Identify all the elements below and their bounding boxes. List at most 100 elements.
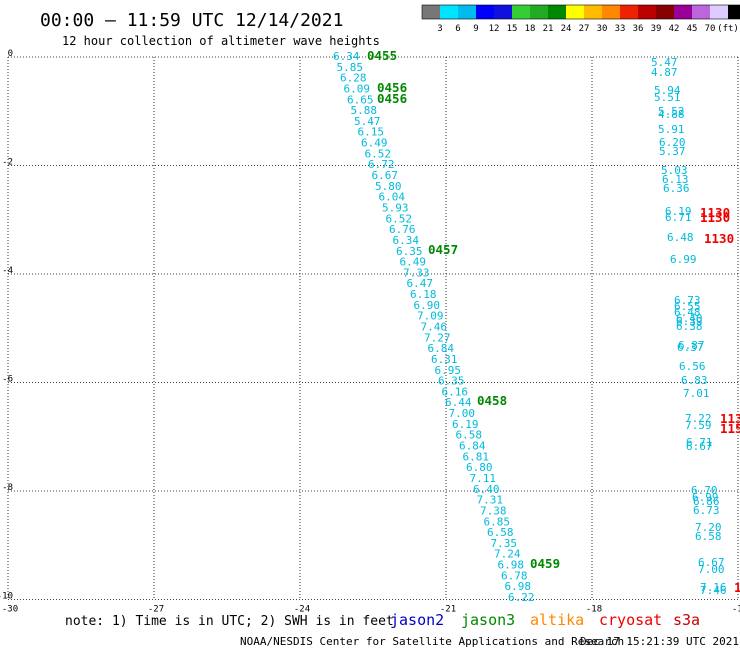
scale-label: 15 bbox=[507, 24, 518, 34]
swh-value-east: 6.73 bbox=[693, 504, 720, 517]
page-subtitle: 12 hour collection of altimeter wave hei… bbox=[62, 34, 380, 48]
swh-value-east: 6.67 bbox=[686, 440, 713, 453]
scale-border bbox=[421, 4, 740, 20]
legend-jason3: jason3 bbox=[461, 611, 515, 629]
scale-swatch bbox=[620, 5, 638, 19]
scale-label: 30 bbox=[597, 24, 608, 34]
scale-label: 27 bbox=[579, 24, 590, 34]
scale-label: 18 bbox=[525, 24, 536, 34]
legend-altika: altika bbox=[530, 611, 584, 629]
swh-value-east: 6.39 bbox=[676, 315, 703, 328]
swh-value: 7.27 bbox=[424, 331, 451, 344]
pass-time-label: 0456 bbox=[377, 80, 407, 95]
s3a-time-label: 113 bbox=[720, 411, 740, 426]
swh-value: 6.19 bbox=[452, 418, 479, 431]
lon-tick-label: -21 bbox=[440, 605, 456, 615]
lat-tick-label: -4 bbox=[2, 266, 13, 276]
scale-label: (ft) bbox=[717, 24, 739, 34]
swh-value: 6.31 bbox=[431, 353, 458, 366]
scale-swatch bbox=[674, 5, 692, 19]
swh-value-east: 7.22 bbox=[685, 412, 712, 425]
swh-value: 6.67 bbox=[372, 169, 399, 182]
swh-value: 6.78 bbox=[501, 569, 528, 582]
pass-time-label: 0457 bbox=[428, 242, 458, 257]
swh-value: 6.81 bbox=[463, 450, 490, 463]
swh-value-east: 6.13 bbox=[662, 173, 689, 186]
pass-time-label: 0458 bbox=[477, 393, 507, 408]
swh-value: 7.00 bbox=[449, 407, 476, 420]
swh-value-east: 4.88 bbox=[658, 108, 685, 121]
lon-tick-label: -27 bbox=[148, 605, 164, 615]
s3a-time-label: 115 bbox=[720, 421, 740, 436]
swh-value: 7.24 bbox=[494, 548, 521, 561]
swh-value: 6.15 bbox=[358, 126, 385, 139]
swh-value-east: 5.52 bbox=[658, 105, 685, 118]
lon-tick-label: -30 bbox=[2, 605, 18, 615]
swh-value: 6.47 bbox=[407, 277, 434, 290]
swh-value: 7.11 bbox=[470, 472, 497, 485]
swh-value-east: 7.20 bbox=[695, 521, 722, 534]
scale-swatch bbox=[656, 5, 674, 19]
lat-tick-label: -6 bbox=[2, 375, 13, 385]
lat-tick-label: 0 bbox=[8, 49, 13, 59]
scale-label: 36 bbox=[633, 24, 644, 34]
swh-value: 6.76 bbox=[389, 223, 416, 236]
swh-value-east: 5.37 bbox=[659, 145, 686, 158]
scale-label: 9 bbox=[473, 24, 478, 34]
swh-value: 7.33 bbox=[403, 266, 430, 279]
scale-swatch bbox=[728, 5, 740, 19]
swh-value: 6.49 bbox=[361, 137, 388, 150]
scale-swatch bbox=[710, 5, 728, 19]
swh-value: 6.98 bbox=[505, 580, 532, 593]
lat-tick-label: -2 bbox=[2, 158, 13, 168]
swh-value: 7.35 bbox=[491, 537, 518, 550]
swh-value: 5.85 bbox=[337, 61, 364, 74]
swh-value-east: 6.37 bbox=[677, 341, 704, 354]
pass-time-label: 0459 bbox=[530, 556, 560, 571]
swh-value-east: 5.94 bbox=[654, 84, 681, 97]
lat-tick-label: -8 bbox=[2, 483, 13, 493]
swh-value-east: 7.01 bbox=[683, 387, 710, 400]
footer-credit: NOAA/NESDIS Center for Satellite Applica… bbox=[240, 635, 624, 648]
swh-value-east: 4.87 bbox=[651, 66, 678, 79]
swh-value-east: 5.03 bbox=[661, 164, 688, 177]
swh-value: 6.35 bbox=[438, 375, 465, 388]
lon-tick-label: -24 bbox=[294, 605, 310, 615]
swh-value: 6.65 bbox=[347, 93, 374, 106]
swh-value-east: 7.46 bbox=[700, 584, 727, 597]
legend-note: note: 1) Time is in UTC; 2) SWH is in fe… bbox=[65, 614, 394, 629]
swh-value: 6.98 bbox=[498, 559, 525, 572]
swh-value-east: 7.16 bbox=[700, 581, 727, 594]
swh-value-east: 6.55 bbox=[674, 300, 701, 313]
swh-value: 6.72 bbox=[368, 158, 395, 171]
scale-label: 39 bbox=[651, 24, 662, 34]
footer-timestamp: Dec 17 15:21:39 UTC 2021 bbox=[580, 635, 739, 648]
swh-value: 6.34 bbox=[333, 50, 360, 63]
swh-value: 7.09 bbox=[417, 310, 444, 323]
swh-value-east: 6.36 bbox=[663, 182, 690, 195]
scale-label: 12 bbox=[489, 24, 500, 34]
swh-value-east: 6.99 bbox=[670, 253, 697, 266]
swh-value-east: 6.70 bbox=[691, 484, 718, 497]
swh-value: 6.58 bbox=[487, 526, 514, 539]
swh-value-east: 6.86 bbox=[693, 495, 720, 508]
swh-value-east: 6.67 bbox=[698, 556, 725, 569]
scale-swatch bbox=[422, 5, 440, 19]
swh-value: 6.04 bbox=[379, 191, 406, 204]
swh-value: 5.47 bbox=[354, 115, 381, 128]
lat-tick-label: -10 bbox=[0, 592, 13, 602]
swh-value: 5.93 bbox=[382, 201, 409, 214]
swh-value-east: 6.38 bbox=[676, 320, 703, 333]
scale-swatch bbox=[602, 5, 620, 19]
swh-value: 6.84 bbox=[459, 440, 486, 453]
swh-value-east: 6.73 bbox=[674, 294, 701, 307]
swh-value: 6.40 bbox=[473, 483, 500, 496]
swh-value: 6.80 bbox=[466, 461, 493, 474]
swh-value: 6.52 bbox=[365, 147, 392, 160]
swh-value: 6.28 bbox=[340, 72, 367, 85]
swh-value: 6.85 bbox=[484, 515, 511, 528]
scale-swatch bbox=[584, 5, 602, 19]
s3a-time-label: 1130 bbox=[704, 231, 734, 246]
page-title: 00:00 – 11:59 UTC 12/14/2021 bbox=[40, 10, 343, 31]
